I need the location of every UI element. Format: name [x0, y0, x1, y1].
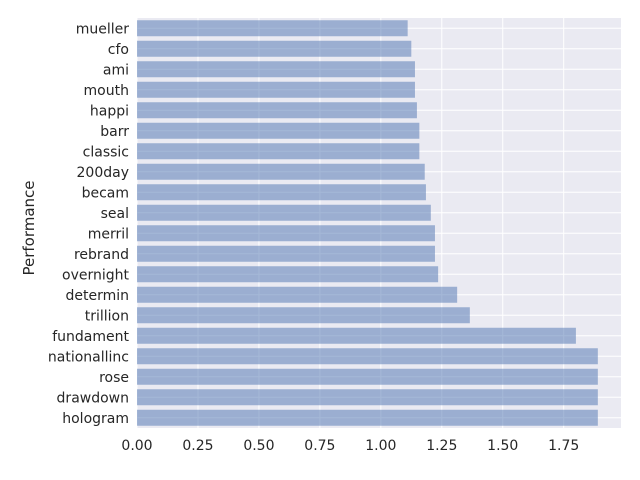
bar-merril	[137, 225, 435, 242]
bar-ami	[137, 61, 415, 78]
y-tick-label: merril	[88, 226, 129, 242]
x-tick-label: 1.25	[426, 438, 457, 454]
y-tick-label: happi	[90, 103, 129, 119]
y-tick-label: barr	[100, 124, 129, 140]
x-tick-label: 0.00	[121, 438, 152, 454]
y-tick-label: determin	[65, 288, 129, 304]
bar-rebrand	[137, 245, 435, 262]
bar-trillion	[137, 307, 470, 324]
y-tick-label: drawdown	[57, 390, 129, 406]
y-axis-label: Performance	[20, 180, 38, 275]
plot-background	[137, 18, 621, 428]
bar-cfo	[137, 40, 412, 57]
y-tick-label: trillion	[85, 308, 129, 324]
bar-hologram	[137, 409, 598, 426]
y-tick-label: classic	[83, 144, 129, 160]
x-tick-label: 1.00	[365, 438, 396, 454]
bar-drawdown	[137, 389, 598, 406]
y-tick-label: rebrand	[74, 247, 129, 263]
bar-barr	[137, 122, 420, 139]
y-tick-label: 200day	[77, 165, 129, 181]
bar-nationallinc	[137, 348, 598, 365]
bar-fundament	[137, 327, 576, 344]
bar-200day	[137, 163, 425, 180]
y-tick-label: seal	[101, 206, 129, 222]
x-tick-label: 1.75	[548, 438, 579, 454]
x-tick-label: 0.25	[182, 438, 213, 454]
bar-becam	[137, 184, 426, 201]
y-tick-label: cfo	[108, 42, 129, 58]
bar-seal	[137, 204, 431, 221]
y-tick-label: mouth	[84, 83, 129, 99]
x-tick-label: 1.50	[487, 438, 518, 454]
y-tick-label: fundament	[52, 329, 129, 345]
bar-happi	[137, 102, 417, 119]
x-tick-label: 0.75	[304, 438, 335, 454]
y-tick-label: mueller	[76, 21, 130, 37]
bar-overnight	[137, 266, 439, 283]
bar-classic	[137, 143, 420, 160]
bar-mouth	[137, 81, 415, 98]
x-tick-label: 0.50	[243, 438, 274, 454]
bars	[137, 20, 598, 426]
y-tick-labels: mueller cfo ami mouth happi barr classic 200day…	[48, 21, 130, 427]
bar-determin	[137, 286, 458, 303]
x-tick-labels: 0.00 0.25 0.50 0.75 1.00 1.25 1.50 1.75	[121, 438, 579, 454]
bar-mueller	[137, 20, 408, 37]
y-tick-label: rose	[99, 370, 129, 386]
y-tick-label: hologram	[62, 411, 129, 427]
y-tick-label: becam	[82, 185, 129, 201]
y-tick-label: overnight	[62, 267, 129, 283]
y-tick-label: ami	[103, 62, 129, 78]
y-tick-label: nationallinc	[48, 349, 129, 365]
bar-rose	[137, 368, 598, 385]
